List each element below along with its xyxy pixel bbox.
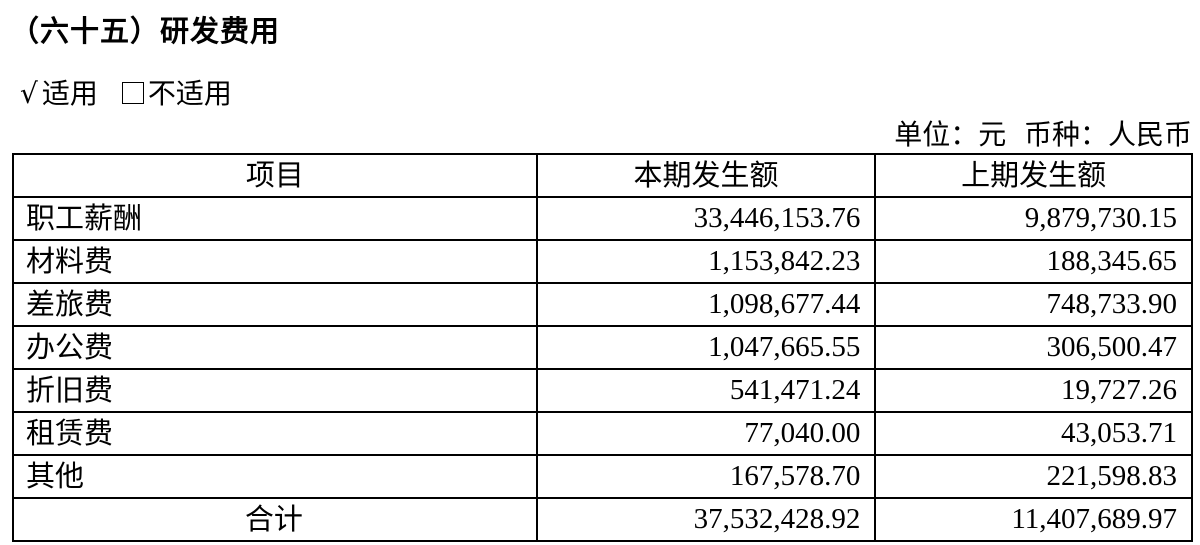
section-title: （六十五）研发费用 — [10, 14, 281, 48]
current-amount-cell: 1,047,665.55 — [535, 325, 877, 370]
previous-amount-cell: 748,733.90 — [874, 282, 1193, 327]
table-row: 租赁费 77,040.00 43,053.71 — [12, 411, 1193, 456]
table-row: 材料费 1,153,842.23 188,345.65 — [12, 239, 1193, 284]
table-row: 职工薪酬 33,446,153.76 9,879,730.15 — [12, 196, 1193, 241]
table-row: 其他 167,578.70 221,598.83 — [12, 454, 1193, 499]
unit-currency-line: 单位：元 币种：人民币 — [894, 118, 1192, 151]
previous-amount-cell: 306,500.47 — [874, 325, 1193, 370]
previous-amount-cell: 19,727.26 — [874, 368, 1193, 413]
current-amount-cell: 33,446,153.76 — [535, 196, 877, 241]
table-row: 办公费 1,047,665.55 306,500.47 — [12, 325, 1193, 370]
item-cell: 职工薪酬 — [12, 196, 538, 241]
current-amount-cell: 167,578.70 — [535, 454, 877, 499]
previous-amount-cell: 188,345.65 — [874, 239, 1193, 284]
current-amount-cell: 1,098,677.44 — [535, 282, 877, 327]
item-cell: 合计 — [12, 497, 538, 542]
table-header-row: 项目 本期发生额 上期发生额 — [12, 153, 1193, 198]
applicability-line: √ 适用 不适用 — [20, 72, 236, 112]
not-applicable-label: 不适用 — [147, 77, 232, 110]
current-amount-cell: 77,040.00 — [535, 411, 877, 456]
header-previous: 上期发生额 — [874, 153, 1193, 198]
item-cell: 差旅费 — [12, 282, 538, 327]
previous-amount-cell: 221,598.83 — [874, 454, 1193, 499]
empty-checkbox-icon — [121, 82, 144, 104]
previous-amount-cell: 9,879,730.15 — [874, 196, 1193, 241]
previous-amount-cell: 11,407,689.97 — [874, 497, 1193, 542]
header-item: 项目 — [12, 153, 538, 198]
check-mark-icon: √ — [20, 77, 38, 110]
current-amount-cell: 37,532,428.92 — [535, 497, 877, 542]
item-cell: 材料费 — [12, 239, 538, 284]
applicable-label: 适用 — [41, 77, 98, 110]
table-row: 差旅费 1,098,677.44 748,733.90 — [12, 282, 1193, 327]
header-current: 本期发生额 — [535, 153, 877, 198]
rd-expense-table: 项目 本期发生额 上期发生额 职工薪酬 33,446,153.76 9,879,73… — [12, 153, 1193, 542]
current-amount-cell: 541,471.24 — [535, 368, 877, 413]
previous-amount-cell: 43,053.71 — [874, 411, 1193, 456]
item-cell: 租赁费 — [12, 411, 538, 456]
table-row: 折旧费 541,471.24 19,727.26 — [12, 368, 1193, 413]
total-row: 合计 37,532,428.92 11,407,689.97 — [12, 497, 1193, 542]
item-cell: 办公费 — [12, 325, 538, 370]
item-cell: 其他 — [12, 454, 538, 499]
current-amount-cell: 1,153,842.23 — [535, 239, 877, 284]
item-cell: 折旧费 — [12, 368, 538, 413]
